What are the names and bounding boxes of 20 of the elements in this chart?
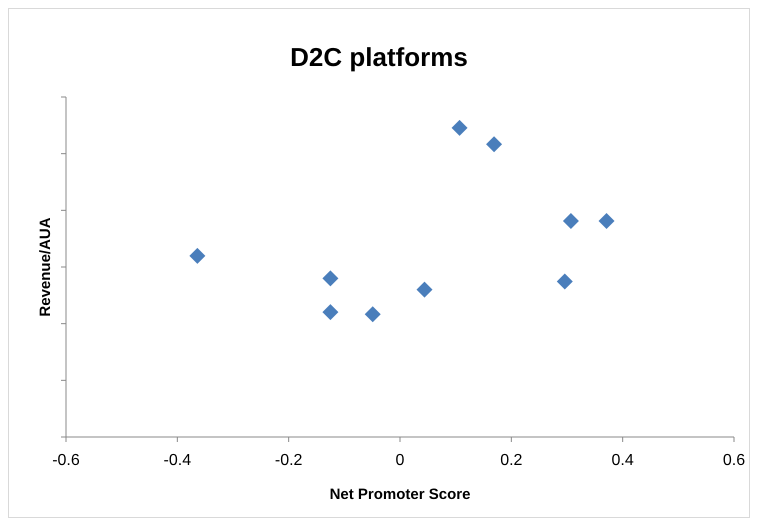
point [556, 274, 573, 290]
point [416, 282, 432, 298]
point [452, 120, 468, 136]
x-tick-label: 0 [396, 452, 405, 469]
point [562, 212, 579, 229]
x-tick-label: 0.4 [612, 452, 634, 469]
x-tick-label: -0.4 [164, 452, 192, 469]
point [486, 136, 502, 152]
x-tick-label: -0.2 [274, 452, 303, 469]
point [598, 212, 615, 229]
x-axis-title: Net Promoter Score [330, 486, 470, 503]
chart-title: D2C platforms [290, 42, 468, 72]
point [322, 270, 338, 286]
point [364, 306, 381, 322]
y-axis-title: Revenue/AUA [37, 217, 54, 317]
x-tick-label: -0.6 [52, 452, 80, 469]
point [322, 304, 338, 320]
point [189, 248, 206, 264]
x-tick-label: 0.6 [722, 452, 746, 469]
x-tick-label: 0.2 [500, 452, 523, 469]
